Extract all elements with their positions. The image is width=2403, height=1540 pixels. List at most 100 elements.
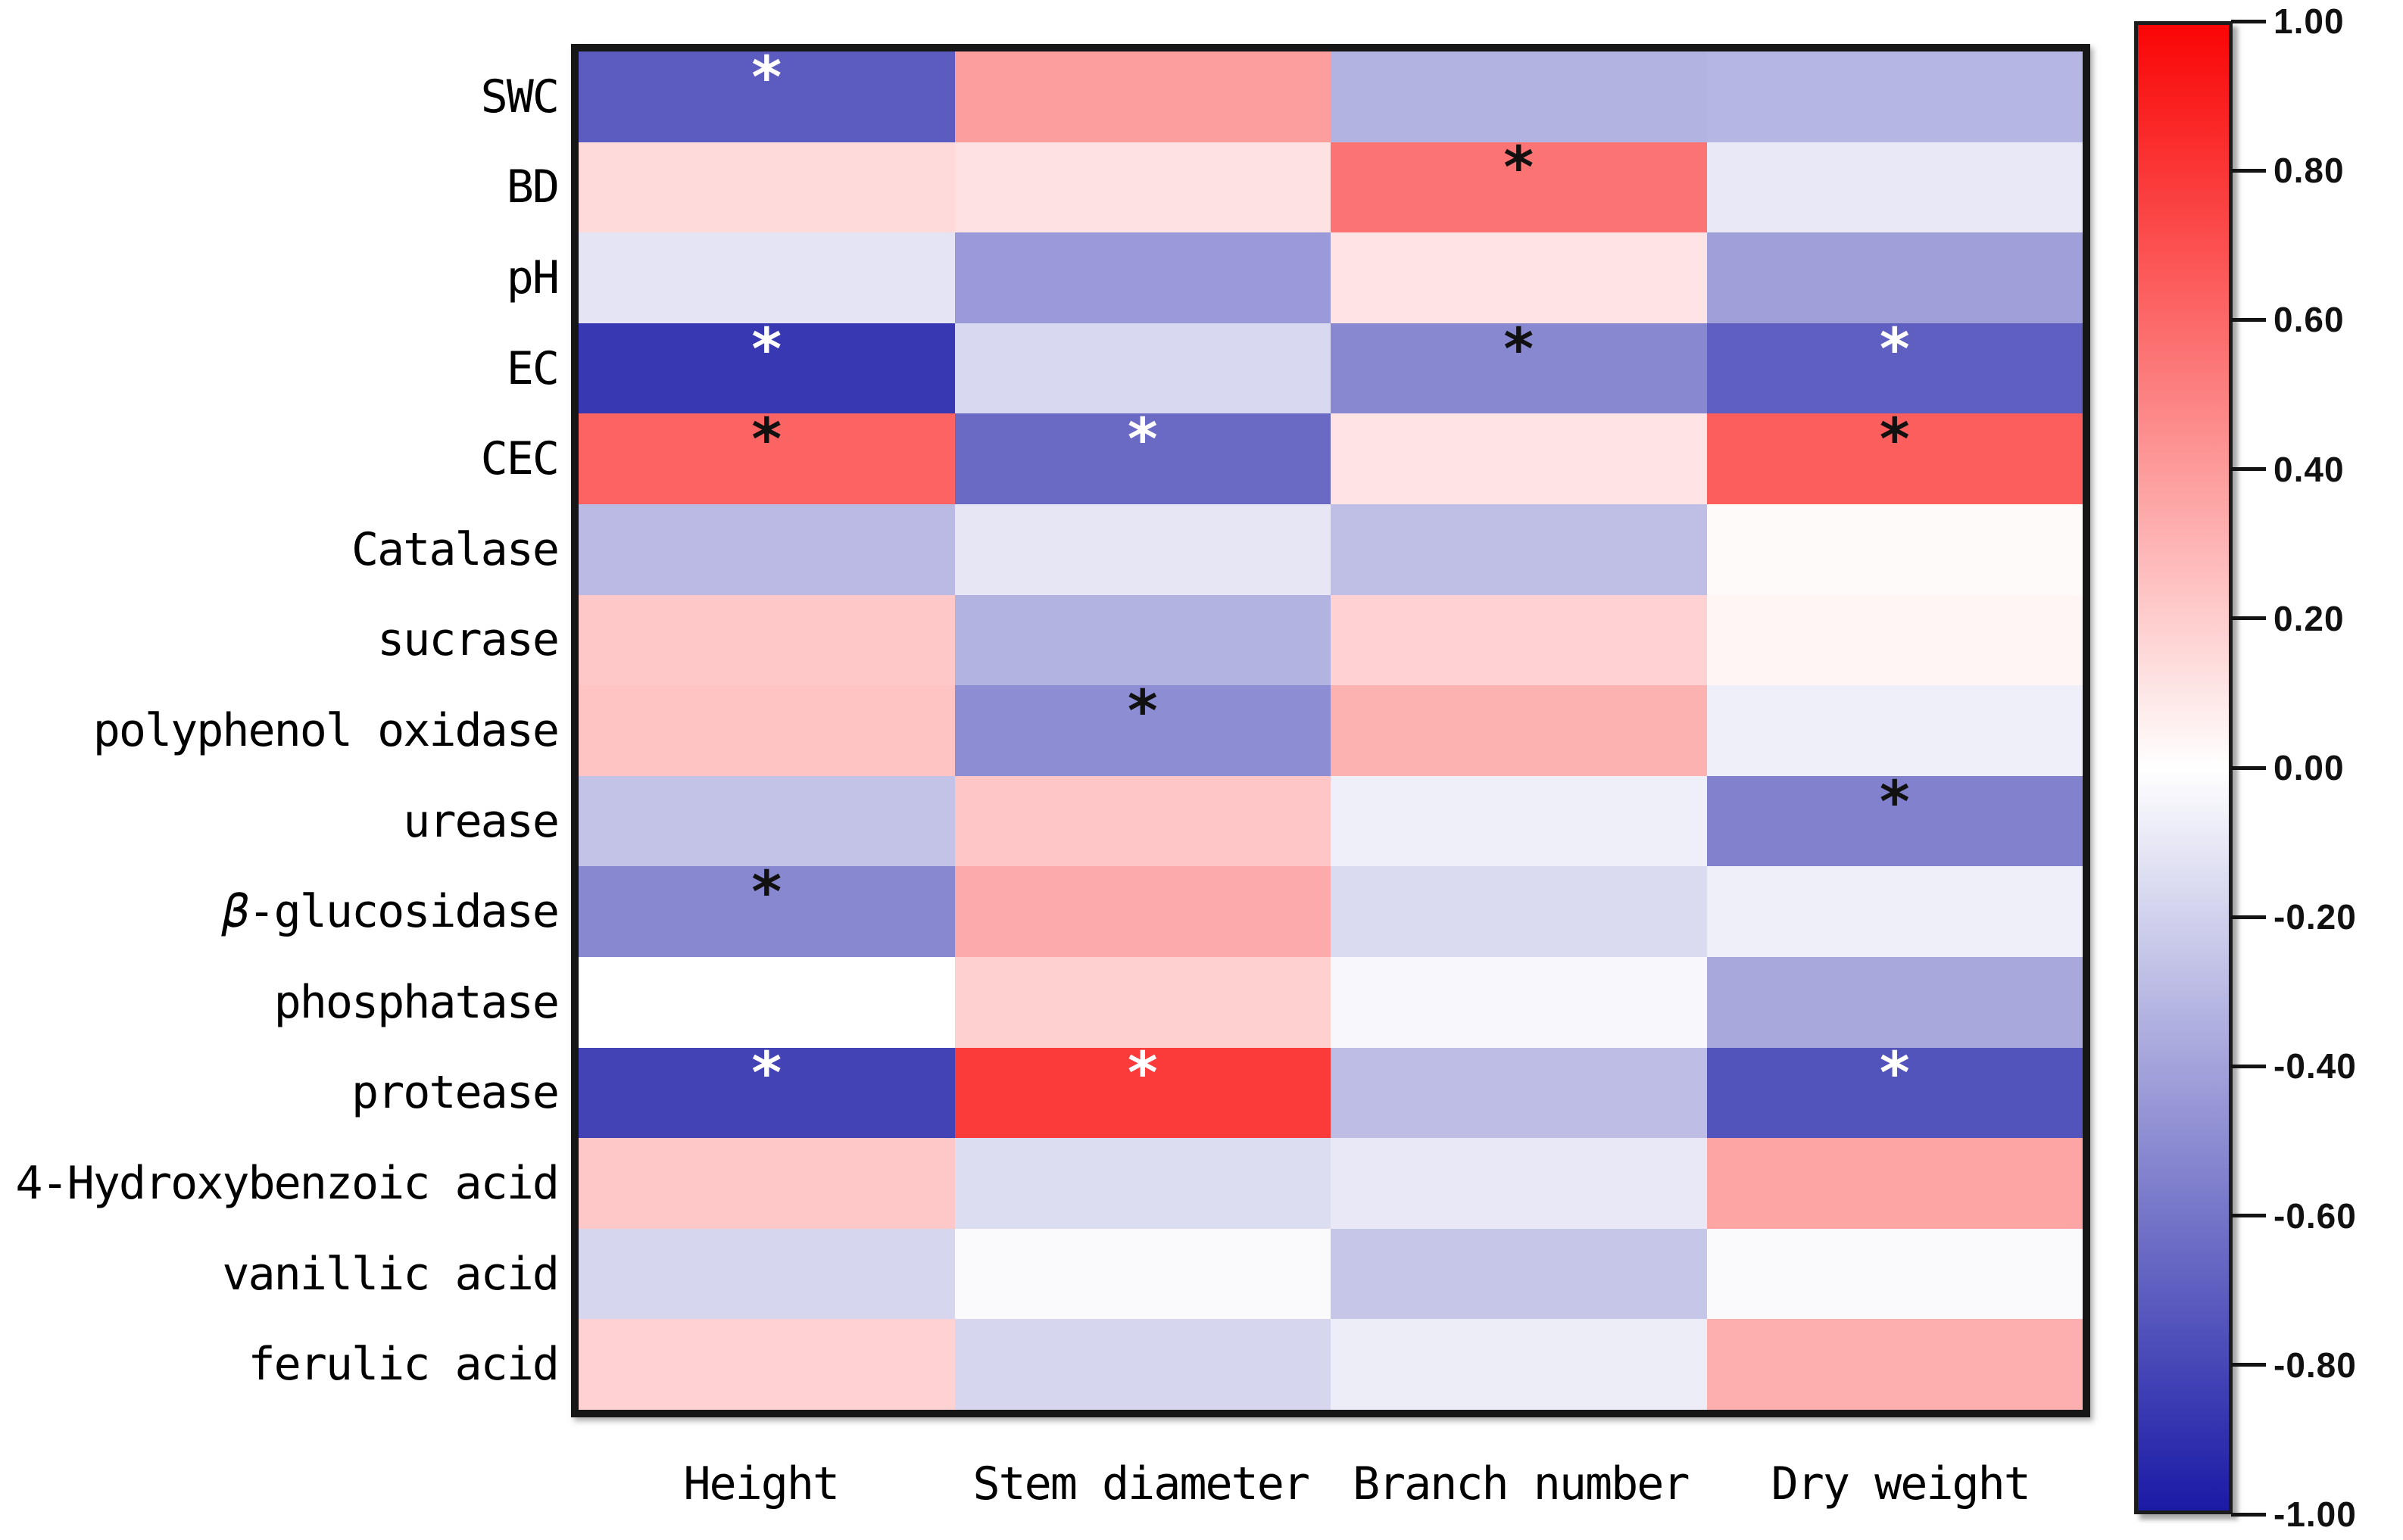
colorbar-gradient <box>2134 21 2233 1514</box>
heatmap-cell-SWC-Height: * <box>579 51 955 142</box>
colorbar-tick <box>2231 1214 2266 1217</box>
heatmap-cell-SWC-Branch number <box>1331 51 1707 142</box>
heatmap-cell-EC-Stem diameter <box>955 323 1331 414</box>
heatmap-cell-polyphenol oxidase-Height <box>579 685 955 776</box>
heatmap-cell-protease-Dry weight: * <box>1707 1048 2083 1139</box>
heatmap-cell-pH-Stem diameter <box>955 232 1331 323</box>
heatmap-cell-urease-Dry weight: * <box>1707 776 2083 867</box>
heatmap-cell-SWC-Dry weight <box>1707 51 2083 142</box>
heatmap-cell-pH-Dry weight <box>1707 232 2083 323</box>
row-label: β-glucosidase <box>0 866 558 957</box>
row-label: phosphatase <box>0 957 558 1048</box>
significance-star: * <box>1880 320 1910 378</box>
col-label: Height <box>571 1439 951 1529</box>
heatmap-cell-CEC-Height: * <box>579 413 955 504</box>
heatmap-cell-polyphenol oxidase-Stem diameter: * <box>955 685 1331 776</box>
row-label: EC <box>0 323 558 414</box>
heatmap-cell-phosphatase-Branch number <box>1331 957 1707 1048</box>
row-label: CEC <box>0 413 558 504</box>
row-label: 4-Hydroxybenzoic acid <box>0 1138 558 1229</box>
colorbar-tick-label: -0.80 <box>2273 1345 2357 1386</box>
heatmap-cell-EC-Branch number: * <box>1331 323 1707 414</box>
heatmap-cell-β-glucosidase-Branch number <box>1331 866 1707 957</box>
heatmap-cell-urease-Height <box>579 776 955 867</box>
heatmap-cell-ferulic acid-Dry weight <box>1707 1319 2083 1410</box>
y-axis-labels: SWCBDpHECCECCatalasesucrasepolyphenol ox… <box>0 51 558 1410</box>
row-label: ferulic acid <box>0 1319 558 1410</box>
significance-star: * <box>1128 682 1158 740</box>
heatmap-cell-sucrase-Branch number <box>1331 595 1707 686</box>
colorbar-tick <box>2231 20 2266 23</box>
colorbar-tick-label: -0.60 <box>2273 1196 2357 1236</box>
heatmap-cell-BD-Stem diameter <box>955 142 1331 233</box>
significance-star: * <box>1880 773 1910 831</box>
heatmap-cell-4-Hydroxybenzoic acid-Height <box>579 1138 955 1229</box>
heatmap-cell-Catalase-Dry weight <box>1707 504 2083 595</box>
colorbar-tick <box>2231 616 2266 620</box>
significance-star: * <box>1503 320 1534 378</box>
heatmap-grid: ************** <box>571 44 2090 1417</box>
significance-star: * <box>751 320 782 378</box>
heatmap-cell-β-glucosidase-Stem diameter <box>955 866 1331 957</box>
heatmap-cell-sucrase-Height <box>579 595 955 686</box>
significance-star: * <box>1128 410 1158 468</box>
heatmap-cell-Catalase-Stem diameter <box>955 504 1331 595</box>
heatmap-cell-phosphatase-Stem diameter <box>955 957 1331 1048</box>
colorbar-tick <box>2231 467 2266 471</box>
heatmap-cell-4-Hydroxybenzoic acid-Dry weight <box>1707 1138 2083 1229</box>
significance-star: * <box>751 410 782 468</box>
correlation-heatmap-figure: SWCBDpHECCECCatalasesucrasepolyphenol ox… <box>0 0 2403 1540</box>
significance-star: * <box>751 48 782 106</box>
heatmap-cell-β-glucosidase-Dry weight <box>1707 866 2083 957</box>
heatmap-cell-polyphenol oxidase-Branch number <box>1331 685 1707 776</box>
colorbar-tick-label: 0.80 <box>2273 150 2345 191</box>
heatmap-cell-CEC-Stem diameter: * <box>955 413 1331 504</box>
heatmap-cell-polyphenol oxidase-Dry weight <box>1707 685 2083 776</box>
x-axis-labels: HeightStem diameterBranch numberDry weig… <box>571 1439 2090 1529</box>
heatmap-cell-urease-Stem diameter <box>955 776 1331 867</box>
heatmap-cell-ferulic acid-Branch number <box>1331 1319 1707 1410</box>
heatmap-cell-vanillic acid-Stem diameter <box>955 1229 1331 1320</box>
colorbar-tick-label: 1.00 <box>2273 1 2345 42</box>
heatmap-cell-Catalase-Height <box>579 504 955 595</box>
heatmap-cell-CEC-Branch number <box>1331 413 1707 504</box>
heatmap-cell-4-Hydroxybenzoic acid-Branch number <box>1331 1138 1707 1229</box>
heatmap-cell-ferulic acid-Stem diameter <box>955 1319 1331 1410</box>
col-label: Branch number <box>1331 1439 1711 1529</box>
colorbar-tick-label: 0.60 <box>2273 299 2345 340</box>
colorbar-tick <box>2231 169 2266 173</box>
row-label: urease <box>0 776 558 867</box>
heatmap-cell-BD-Dry weight <box>1707 142 2083 233</box>
colorbar-tick-label: 0.00 <box>2273 747 2345 788</box>
heatmap-cell-ferulic acid-Height <box>579 1319 955 1410</box>
row-label: vanillic acid <box>0 1229 558 1320</box>
heatmap-cell-vanillic acid-Height <box>579 1229 955 1320</box>
row-label: pH <box>0 232 558 323</box>
heatmap-cell-vanillic acid-Branch number <box>1331 1229 1707 1320</box>
heatmap-cell-EC-Dry weight: * <box>1707 323 2083 414</box>
heatmap-cell-Catalase-Branch number <box>1331 504 1707 595</box>
colorbar-tick <box>2231 1513 2266 1517</box>
significance-star: * <box>1128 1044 1158 1102</box>
heatmap-cell-CEC-Dry weight: * <box>1707 413 2083 504</box>
colorbar-tick-label: -0.20 <box>2273 896 2357 937</box>
heatmap-cell-pH-Height <box>579 232 955 323</box>
colorbar-tick-label: 0.20 <box>2273 598 2345 639</box>
significance-star: * <box>751 1044 782 1102</box>
heatmap-cell-SWC-Stem diameter <box>955 51 1331 142</box>
row-label: Catalase <box>0 504 558 595</box>
significance-star: * <box>1880 1044 1910 1102</box>
colorbar-tick <box>2231 915 2266 919</box>
heatmap-cell-urease-Branch number <box>1331 776 1707 867</box>
heatmap-cell-protease-Height: * <box>579 1048 955 1139</box>
heatmap-cell-sucrase-Dry weight <box>1707 595 2083 686</box>
significance-star: * <box>1503 139 1534 196</box>
significance-star: * <box>751 863 782 921</box>
colorbar-tick-label: -0.40 <box>2273 1046 2357 1086</box>
heatmap-cell-phosphatase-Dry weight <box>1707 957 2083 1048</box>
heatmap-cell-sucrase-Stem diameter <box>955 595 1331 686</box>
col-label: Stem diameter <box>951 1439 1331 1529</box>
col-label: Dry weight <box>1711 1439 2091 1529</box>
row-label: polyphenol oxidase <box>0 685 558 776</box>
colorbar-tick <box>2231 318 2266 322</box>
